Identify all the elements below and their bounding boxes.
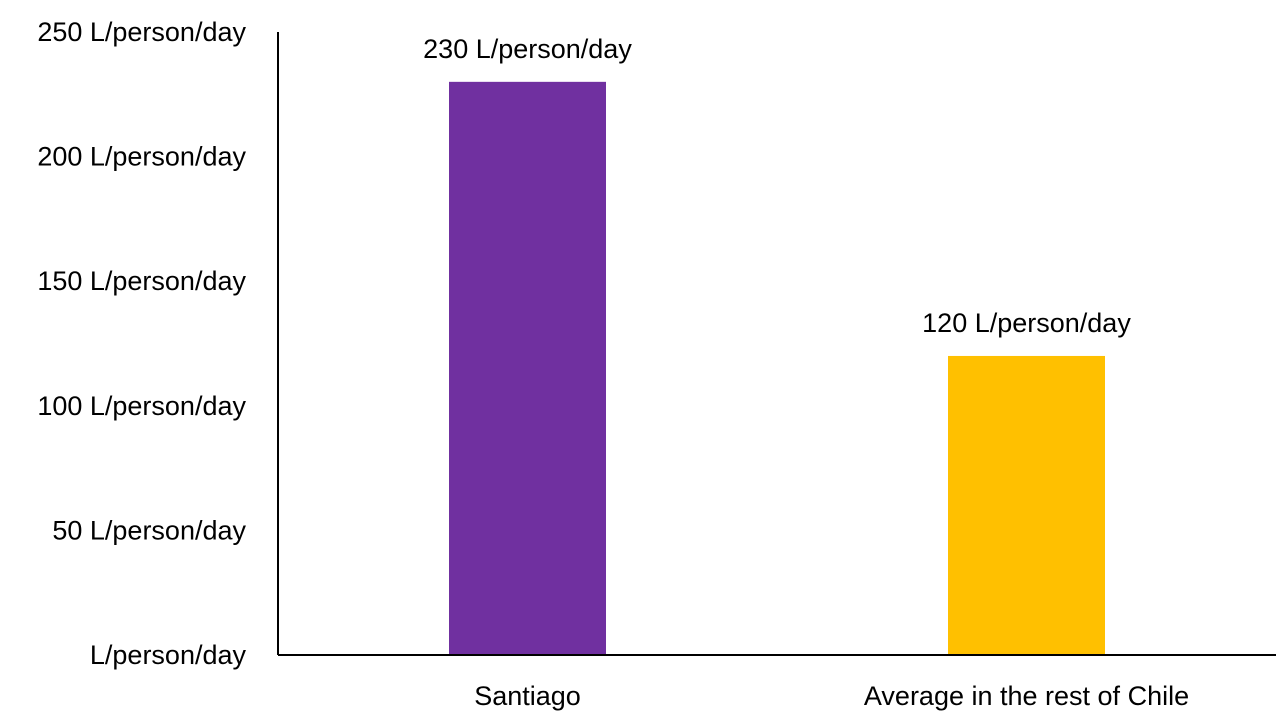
bar-rest-of-chile (948, 355, 1105, 655)
data-label: 230 L/person/day (423, 34, 632, 64)
y-tick-label: L/person/day (90, 640, 247, 670)
y-axis-ticks: L/person/day 50 L/person/day 100 L/person/… (37, 17, 246, 670)
y-tick-label: 200 L/person/day (37, 142, 246, 172)
y-tick-label: 150 L/person/day (37, 266, 246, 296)
category-labels-group: Santiago Average in the rest of Chile (474, 681, 1189, 711)
y-tick-label: 50 L/person/day (52, 515, 246, 545)
data-label: 120 L/person/day (922, 308, 1131, 338)
y-tick-label: 250 L/person/day (37, 17, 246, 47)
x-category-label: Average in the rest of Chile (864, 681, 1189, 711)
bar-santiago (449, 81, 606, 656)
bars-group (449, 81, 1105, 656)
y-tick-label: 100 L/person/day (37, 391, 246, 421)
data-labels-group: 230 L/person/day 120 L/person/day (423, 34, 1131, 338)
x-category-label: Santiago (474, 681, 581, 711)
